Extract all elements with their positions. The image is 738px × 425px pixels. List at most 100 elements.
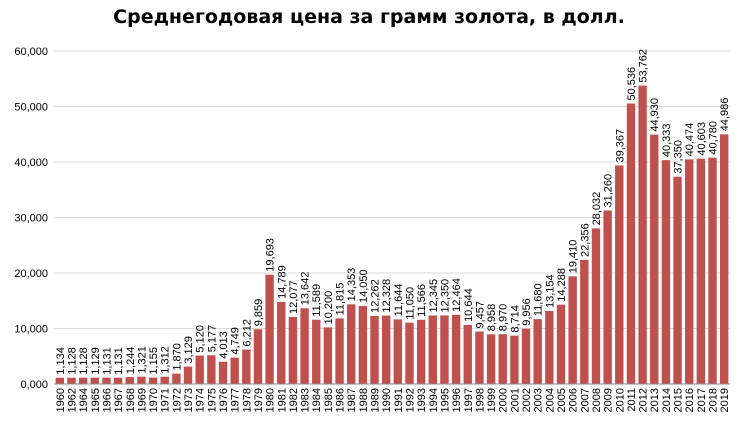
bar-1986	[335, 318, 344, 384]
x-tick-label: 1967	[113, 388, 125, 412]
bar-1960	[55, 377, 65, 384]
data-label-1976: 4,013	[218, 331, 230, 359]
data-label-2002: 9,956	[521, 298, 533, 326]
bars	[55, 85, 729, 384]
x-tick-label: 2013	[649, 388, 661, 412]
x-tick-label: 1971	[160, 388, 172, 412]
x-tick-label: 2017	[696, 388, 708, 412]
x-tick-label: 1980	[265, 388, 277, 412]
data-label-2014: 40,333	[661, 123, 673, 157]
data-label-2018: 40,780	[708, 121, 720, 155]
data-label-1987: 14,353	[346, 268, 358, 302]
data-label-2000: 8,970	[498, 304, 510, 332]
x-tick-label: 1990	[381, 388, 393, 412]
bar-2000	[498, 334, 507, 384]
data-label-1992: 11,050	[404, 287, 416, 320]
x-tick-label: 2005	[556, 388, 568, 412]
bar-1990	[381, 315, 391, 384]
data-label-1985: 10,200	[323, 291, 335, 325]
data-label-1968: 1,244	[125, 347, 137, 375]
bar-2014	[661, 160, 671, 384]
x-tick-label: 2018	[708, 388, 720, 412]
bar-2004	[545, 310, 554, 384]
data-label-2006: 19,410	[568, 240, 580, 274]
data-label-1970: 1,155	[148, 347, 160, 375]
bar-2011	[626, 103, 636, 384]
data-label-1989: 12,262	[370, 279, 382, 313]
x-tick-label: 1983	[300, 388, 312, 412]
data-label-1964: 1,128	[78, 347, 90, 375]
bar-2001	[510, 335, 519, 384]
x-tick-label: 2009	[603, 388, 615, 412]
bar-2007	[580, 259, 589, 384]
bar-1982	[288, 316, 298, 384]
x-tick-label: 1975	[206, 388, 218, 412]
x-tick-label: 1985	[323, 388, 335, 412]
x-tick-label: 1984	[311, 388, 323, 412]
x-tick-label: 1969	[136, 388, 148, 412]
data-label-1988: 14,050	[358, 269, 370, 303]
y-axis-ticks: 0,000 10,000 20,000 30,000 40,000 50,000 60,00…	[14, 46, 48, 391]
bar-1967	[113, 377, 123, 384]
bar-2003	[533, 319, 542, 384]
bar-1991	[393, 319, 403, 384]
bar-1983	[300, 308, 309, 384]
x-tick-label: 1987	[346, 388, 358, 412]
bar-2012	[638, 85, 647, 384]
x-tick-label: 2002	[521, 388, 533, 412]
data-label-2012: 53,762	[638, 49, 650, 83]
bar-2017	[696, 158, 706, 384]
bar-1966	[102, 377, 111, 384]
y-tick-label: 0,000	[20, 379, 48, 391]
x-tick-label: 2010	[614, 388, 626, 412]
data-label-1982: 12,077	[288, 280, 300, 314]
x-tick-label: 1962	[66, 388, 78, 412]
bar-1976	[218, 361, 228, 384]
x-tick-label: 1998	[474, 388, 486, 412]
data-label-1965: 1,129	[90, 347, 102, 375]
data-label-1983: 13,642	[300, 272, 312, 306]
bar-2005	[556, 304, 566, 384]
data-label-1999: 8,958	[486, 304, 498, 332]
x-tick-label: 1994	[428, 388, 440, 412]
data-label-1966: 1,131	[101, 347, 113, 375]
bar-1979	[253, 329, 263, 384]
y-tick-label: 10,000	[14, 324, 48, 336]
bar-1985	[323, 327, 333, 384]
data-label-1962: 1,128	[66, 347, 78, 375]
data-label-1996: 12,464	[451, 278, 463, 312]
x-tick-label: 1965	[90, 388, 102, 412]
x-tick-label: 2003	[533, 388, 545, 412]
data-label-2001: 8,714	[509, 305, 521, 333]
x-tick-label: 1993	[416, 388, 428, 412]
x-tick-label: 1988	[358, 388, 370, 412]
y-tick-label: 60,000	[14, 46, 48, 58]
x-tick-label: 1973	[183, 388, 195, 412]
data-label-1969: 1,321	[136, 346, 148, 374]
x-tick-label: 1972	[171, 388, 183, 412]
y-tick-label: 30,000	[14, 213, 48, 225]
data-label-1998: 9,457	[474, 301, 486, 329]
bar-1998	[475, 331, 484, 384]
data-label-2004: 13,154	[544, 274, 556, 308]
x-tick-label: 1977	[230, 388, 242, 412]
y-tick-label: 40,000	[14, 157, 48, 169]
data-label-1977: 4,749	[230, 327, 242, 355]
bar-1997	[463, 324, 472, 384]
x-tick-label: 2008	[591, 388, 603, 412]
data-label-2011: 50,536	[626, 67, 638, 101]
data-label-1979: 9,859	[253, 299, 265, 327]
x-tick-label: 1991	[393, 388, 405, 412]
x-tick-label: 1974	[195, 388, 207, 412]
bar-1995	[440, 315, 449, 384]
x-tick-label: 1999	[486, 388, 498, 412]
x-tick-label: 2011	[626, 388, 638, 412]
data-label-2017: 40,603	[696, 122, 708, 156]
bar-1969	[137, 376, 146, 384]
bar-1993	[416, 319, 426, 384]
x-tick-label: 1989	[370, 388, 382, 412]
data-label-2019: 44,986	[719, 98, 731, 132]
data-label-2007: 22,356	[579, 223, 591, 257]
bar-2018	[708, 157, 717, 384]
bar-1962	[67, 377, 76, 384]
